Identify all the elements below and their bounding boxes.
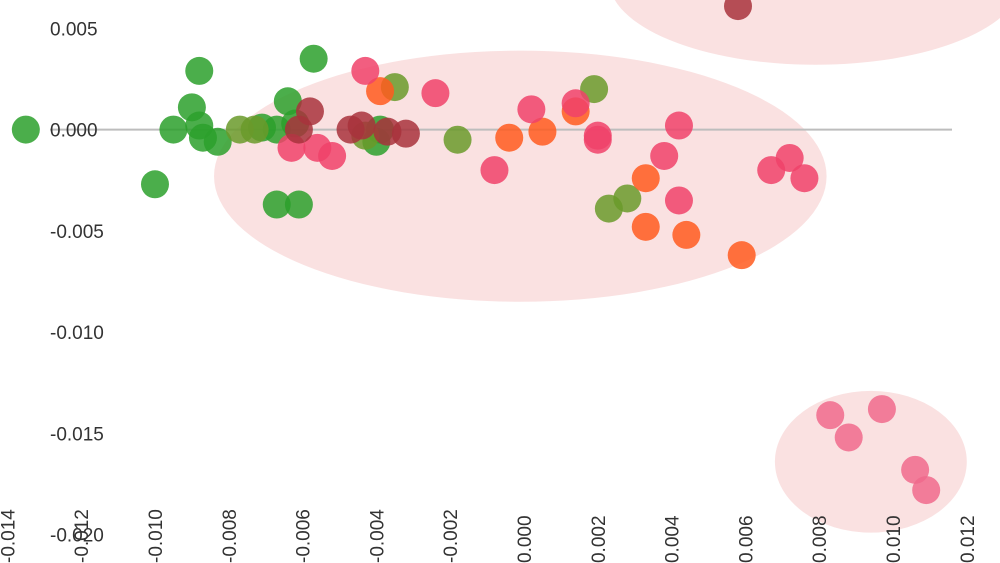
x-tick-label-10: 0.006 (736, 515, 757, 563)
y-tick-label-3: -0.010 (50, 323, 104, 344)
data-point-s5-3 (347, 111, 376, 140)
x-tick-label-6: -0.002 (441, 509, 462, 563)
data-point-s3-6 (517, 95, 546, 124)
data-points (11, 0, 941, 505)
data-point-s4-2 (867, 395, 896, 424)
data-point-s0-2 (159, 115, 188, 144)
data-point-s2-6 (672, 220, 701, 249)
data-point-s2-4 (631, 164, 660, 193)
x-tick-label-5: -0.004 (367, 509, 388, 563)
y-tick-label-1: 0.000 (50, 121, 98, 142)
data-point-s3-10 (650, 141, 679, 170)
data-point-s0-13 (284, 190, 313, 219)
data-point-s2-5 (631, 212, 660, 241)
y-tick-label-5: -0.020 (50, 526, 104, 547)
data-point-s4-4 (912, 476, 941, 505)
data-point-s0-12 (262, 190, 291, 219)
data-point-s5-1 (284, 115, 313, 144)
y-tick-label-0: 0.005 (50, 19, 98, 40)
data-point-s3-11 (664, 186, 693, 215)
x-tick-label-4: -0.006 (294, 509, 315, 563)
x-tick-label-3: -0.008 (220, 509, 241, 563)
x-tick-label-13: 0.012 (958, 515, 979, 563)
data-point-s3-12 (664, 111, 693, 140)
x-tick-label-0: -0.014 (0, 509, 19, 563)
data-point-s2-2 (528, 117, 557, 146)
data-point-s3-5 (480, 156, 509, 185)
cluster-ellipses (214, 0, 1000, 533)
data-point-s3-9 (583, 125, 612, 154)
data-point-s3-2 (318, 141, 347, 170)
data-point-s2-1 (495, 123, 524, 152)
x-tick-label-12: 0.010 (884, 515, 905, 563)
data-point-s1-4 (443, 125, 472, 154)
data-point-s3-14 (775, 143, 804, 172)
data-point-s4-0 (816, 401, 845, 430)
data-point-s0-7 (185, 56, 214, 85)
data-point-s1-7 (613, 184, 642, 213)
x-tick-label-8: 0.002 (589, 515, 610, 563)
data-point-s3-7 (561, 89, 590, 118)
data-point-s3-15 (790, 164, 819, 193)
data-point-s2-0 (366, 77, 395, 106)
x-tick-label-1: -0.012 (72, 509, 93, 563)
x-axis-ticks: -0.014 -0.012 -0.010 -0.008 -0.006 -0.004 -0.0… (0, 509, 979, 563)
data-point-s0-14 (299, 44, 328, 73)
y-axis-ticks: 0.005 0.000 -0.005 -0.010 -0.015 -0.020 (50, 19, 104, 546)
data-point-s5-6 (724, 0, 753, 21)
data-point-s3-4 (421, 79, 450, 108)
data-point-s0-9 (273, 87, 302, 116)
data-point-s0-6 (203, 127, 232, 156)
data-point-s0-0 (11, 115, 40, 144)
x-tick-label-7: 0.000 (515, 515, 536, 563)
data-point-s4-1 (834, 423, 863, 452)
y-tick-label-2: -0.005 (50, 222, 104, 243)
data-point-s2-7 (727, 241, 756, 270)
data-point-s0-1 (140, 170, 169, 199)
data-point-s3-3 (351, 56, 380, 85)
x-tick-label-2: -0.010 (146, 509, 167, 563)
x-tick-label-9: 0.004 (663, 515, 684, 563)
data-point-s5-5 (391, 119, 420, 148)
x-tick-label-11: 0.008 (810, 515, 831, 563)
data-point-s1-1 (240, 115, 269, 144)
y-tick-label-4: -0.015 (50, 424, 104, 445)
cluster-ellipse-1 (614, 0, 1000, 65)
